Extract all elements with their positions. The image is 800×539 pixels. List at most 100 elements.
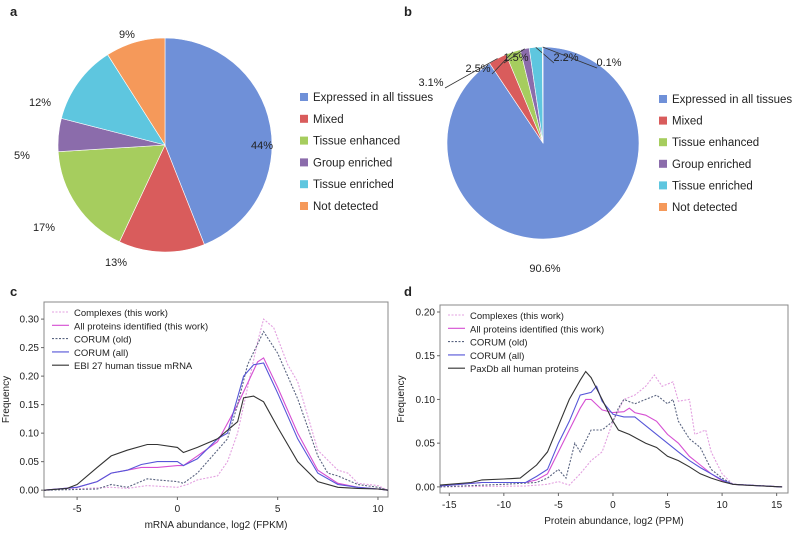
legend-label: Tissue enriched [672,180,753,192]
series-line [43,357,389,491]
pie-chart-a: 44% Expressed in all tissues 13% Mixed 17% Ti… [14,29,433,269]
x-tick-label: -10 [497,500,512,511]
legend-swatch [659,159,667,168]
slice-label: 12% [29,97,51,109]
slice-label: 44% [251,140,273,152]
legend-swatch [300,180,308,189]
line-chart-d: -15 -10 -5 0 5 10 15 0.00 0.05 0.10 0.15 0.20 Protei… [396,304,789,527]
y-tick-label: 0.10 [20,429,40,440]
series-line [439,398,783,488]
panel-label-b: b [404,4,412,19]
y-tick-label: 0.15 [416,351,436,362]
pie-slice [119,144,205,253]
x-tick-label: 0 [175,504,181,515]
series-line [439,374,783,488]
legend-swatch [300,158,308,167]
legend-swatch [300,202,308,210]
x-tick-label: 5 [665,500,671,511]
legend-label: All proteins identified (this work) [470,324,604,335]
y-tick-label: 0.05 [416,439,436,450]
x-axis-label: mRNA abundance, log2 (FPKM) [145,520,288,531]
y-tick-label: 0.00 [416,482,436,493]
series-line [43,362,389,491]
x-tick-label: -5 [554,500,563,511]
pie-slice [60,54,166,146]
legend-label: PaxDb all human proteins [470,364,579,375]
slice-label: 13% [105,257,127,269]
slice-label: 2.2% [553,52,578,64]
legend-label: Not detected [313,201,378,213]
y-tick-label: 0.20 [20,372,40,383]
series-line [43,330,389,491]
legend-label: Complexes (this work) [470,311,564,322]
x-axis-label: Protein abundance, log2 (PPM) [544,516,684,527]
legend-label: EBI 27 human tissue mRNA [74,361,193,372]
slice-label: 5% [14,150,30,162]
leader-line [535,46,555,64]
pie-chart-b: 90.6% Expressed in all tissues 3.1% Mixed 2.… [418,46,792,275]
legend-label: CORUM (all) [470,351,524,362]
legend-swatch [300,136,308,145]
legend-label: Tissue enhanced [672,137,759,149]
slice-label: 3.1% [418,77,443,89]
y-tick-label: 0.20 [416,307,436,318]
legend-swatch [659,138,667,147]
legend-swatch [659,203,667,211]
pie-slice [164,37,273,245]
leader-line [503,48,525,64]
slice-label: 17% [33,222,55,234]
y-tick-label: 0.15 [20,400,40,411]
panel-label-c: c [10,284,17,299]
plot-frame [43,301,389,498]
y-axis-label: Frequency [1,376,12,423]
legend-label: Expressed in all tissues [313,92,433,104]
legend-swatch [300,93,308,101]
series-line [43,395,389,491]
slice-label: 9% [119,29,135,41]
series-line [439,394,783,488]
slice-label: 90.6% [529,263,560,275]
x-tick-label: 5 [275,504,281,515]
legend-label: Mixed [313,114,344,126]
legend-label: Expressed in all tissues [672,94,792,106]
y-tick-label: 0.00 [20,486,40,497]
y-tick-label: 0.25 [20,343,40,354]
leader-line [491,51,514,75]
legend-label: Complexes (this work) [74,308,168,319]
y-tick-label: 0.30 [20,315,40,326]
line-chart-c: -5 0 5 10 0.00 0.05 0.10 0.15 0.20 0.25 0.30 mRNA a… [1,301,389,531]
legend-label: Group enriched [672,159,751,171]
y-tick-label: 0.10 [416,395,436,406]
legend-swatch [300,114,308,123]
y-axis-label: Frequency [396,375,407,422]
legend-label: Tissue enhanced [313,136,400,148]
legend-swatch [659,181,667,190]
x-tick-label: 10 [717,500,729,511]
x-tick-label: 10 [372,504,384,515]
legend-label: CORUM (old) [470,338,528,349]
legend-label: CORUM (all) [74,348,128,359]
slice-label: 2.5% [465,63,490,75]
leader-line [444,58,498,89]
panel-label-d: d [404,284,412,299]
slice-label: 1.5% [503,52,528,64]
series-line [439,385,783,488]
panel-label-a: a [10,4,18,19]
legend-swatch [659,95,667,103]
x-tick-label: -5 [73,504,82,515]
legend-label: Not detected [672,202,737,214]
slice-label: 0.1% [596,57,621,69]
pie-slice [107,37,166,147]
legend-label: Mixed [672,116,703,128]
legend-label: Group enriched [313,157,392,169]
leader-line [542,46,598,69]
x-tick-label: 15 [771,500,783,511]
legend-swatch [659,116,667,125]
x-tick-label: -15 [442,500,457,511]
legend-label: All proteins identified (this work) [74,321,208,332]
legend-label: Tissue enriched [313,179,394,191]
x-tick-label: 0 [610,500,616,511]
y-tick-label: 0.05 [20,457,40,468]
legend-label: CORUM (old) [74,335,132,346]
